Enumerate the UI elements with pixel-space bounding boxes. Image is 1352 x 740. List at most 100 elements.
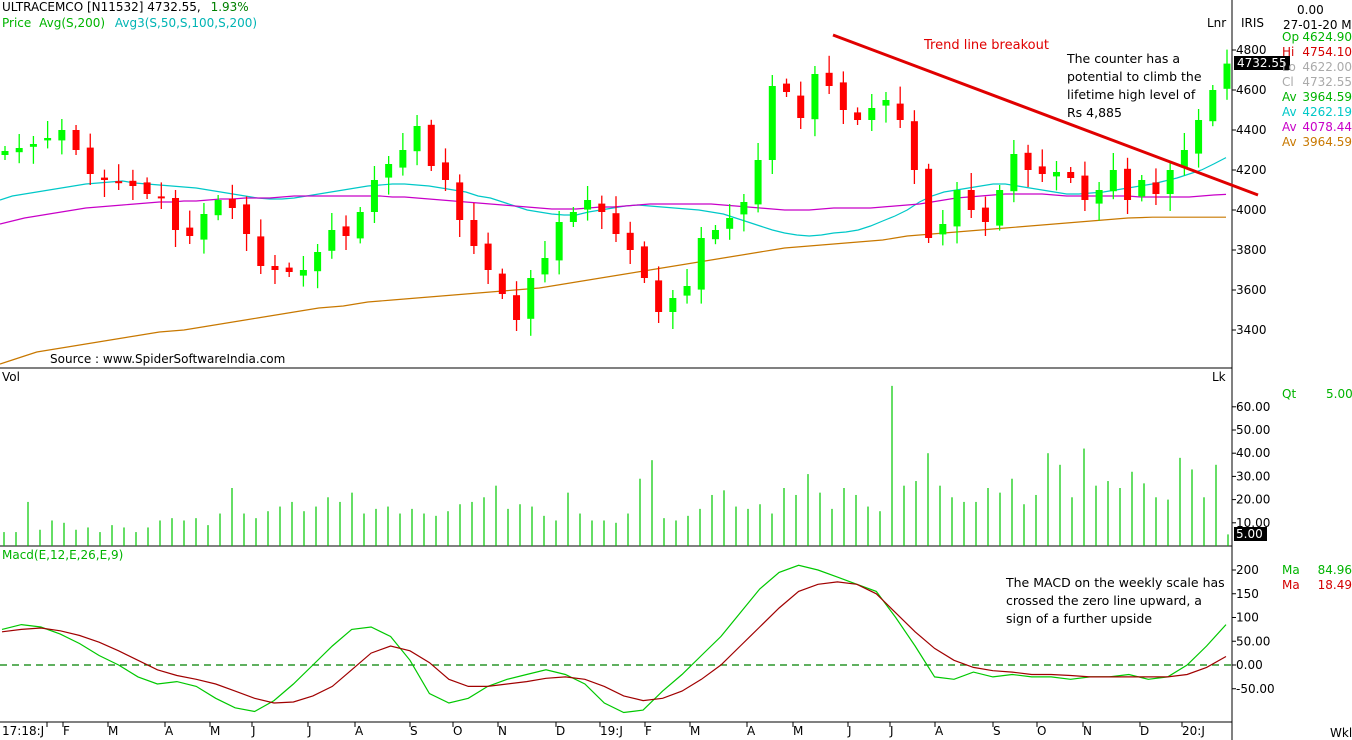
x-axis: 17:18:J F M A M J J A S O N D 19:J F M A M J J A S O N D 20:J xyxy=(2,722,1205,738)
candle-body xyxy=(697,238,705,290)
ohlc-value: 4622.00 xyxy=(1302,60,1352,74)
candle-body xyxy=(825,72,833,86)
price-tick-label: 4400 xyxy=(1236,123,1267,137)
price-tick-label: 3800 xyxy=(1236,243,1267,257)
x-tick-label: S xyxy=(993,724,1001,738)
macd-annotation: The MACD on the weekly scale has crossed … xyxy=(1006,574,1225,628)
candle-body xyxy=(797,95,805,118)
candle-body xyxy=(285,267,293,272)
macd-value-row: Ma 18.49 xyxy=(1282,578,1352,593)
candle-body xyxy=(413,126,421,152)
candle-body xyxy=(370,180,378,212)
candle-body xyxy=(783,83,791,92)
ohlc-row: Av 4078.44 xyxy=(1282,120,1352,135)
ohlc-value: 4732.55 xyxy=(1302,75,1352,89)
potential-annotation: The counter has a potential to climb the l… xyxy=(1067,50,1202,122)
candle-body xyxy=(669,298,677,312)
x-tick-label: J xyxy=(889,724,894,738)
macd-value-value: 18.49 xyxy=(1317,578,1352,592)
candle-body xyxy=(640,246,648,278)
x-tick-label: O xyxy=(453,724,462,738)
price-tag: 4732.55 xyxy=(1234,56,1290,70)
candle-body xyxy=(484,243,492,270)
price-tick-label: 4800 xyxy=(1236,43,1267,57)
candle-body xyxy=(1209,90,1217,122)
ohlc-row: Hi 4754.10 xyxy=(1282,45,1352,60)
x-tick-label: M xyxy=(108,724,118,738)
x-tick-label: M xyxy=(690,724,700,738)
sidebar-date: 27-01-20 Mo xyxy=(1283,18,1352,32)
candle-body xyxy=(939,224,947,235)
avg-label: Avg(S,200) xyxy=(39,16,106,30)
candle-body xyxy=(456,182,464,220)
ohlc-label: Cl xyxy=(1282,75,1294,89)
candle-body xyxy=(584,200,592,210)
candle-body xyxy=(896,103,904,120)
ma-line-0 xyxy=(0,157,1227,237)
candle-body xyxy=(527,278,535,319)
candle-body xyxy=(342,226,350,236)
x-tick-label: F xyxy=(645,724,652,738)
macd-tick-label: -50.00 xyxy=(1236,682,1275,696)
x-tick-label: D xyxy=(1140,724,1149,738)
macd-line-0 xyxy=(1,564,1227,714)
ohlc-label: Av xyxy=(1282,120,1297,134)
candle-body xyxy=(683,286,691,296)
candle-body xyxy=(100,177,108,180)
potential-annotation-line: potential to climb the xyxy=(1067,69,1202,84)
macd-axis: 200 150 100 50.00 0.00 -50.00 xyxy=(1232,563,1275,696)
candle-body xyxy=(598,203,606,212)
vol-unit-label: Lk xyxy=(1212,370,1226,384)
ma-line-2 xyxy=(0,216,1226,365)
vol-tick-label: 40.00 xyxy=(1236,446,1270,460)
macd-line-1 xyxy=(1,581,1227,704)
x-tick-label: A xyxy=(747,724,756,738)
vol-tick-label: 30.00 xyxy=(1236,469,1270,483)
candle-body xyxy=(385,164,393,178)
candle-body xyxy=(981,207,989,222)
trend-annotation: Trend line breakout xyxy=(924,38,1049,53)
candle-body xyxy=(1152,182,1160,194)
vol-panel-label: Vol xyxy=(2,370,20,384)
macd-lines xyxy=(1,564,1227,714)
macd-annotation-line: crossed the zero line upward, a xyxy=(1006,593,1202,608)
candle-body xyxy=(86,147,94,174)
candle-body xyxy=(513,295,521,320)
ohlc-panel: Op 4624.90 Hi 4754.10 Lo 4622.00 Cl 4732.55 Av 39… xyxy=(1282,30,1352,150)
sidebar-top-value: 0.00 xyxy=(1297,3,1324,17)
macd-value-value: 84.96 xyxy=(1317,563,1352,577)
candle-body xyxy=(612,213,620,234)
price-tick-label: 4000 xyxy=(1236,203,1267,217)
candle-body xyxy=(811,74,819,120)
candle-body xyxy=(882,100,890,106)
x-tick-label: N xyxy=(498,724,507,738)
candle-body xyxy=(58,130,66,141)
macd-tick-label: 150 xyxy=(1236,587,1259,601)
candle-body xyxy=(754,160,762,205)
candle-body xyxy=(1166,170,1174,194)
x-tick-label: N xyxy=(1083,724,1092,738)
candle-body xyxy=(1010,154,1018,192)
candle-body xyxy=(953,190,961,227)
price-tick-label: 3400 xyxy=(1236,323,1267,337)
ohlc-value: 3964.59 xyxy=(1302,90,1352,104)
price-tick-label: 3600 xyxy=(1236,283,1267,297)
candle-body xyxy=(214,200,222,216)
ohlc-value: 4624.90 xyxy=(1302,30,1352,44)
candle-body xyxy=(299,270,307,276)
panel-frames xyxy=(0,0,1233,740)
potential-annotation-line: The counter has a xyxy=(1067,51,1181,66)
ohlc-label: Lo xyxy=(1282,60,1296,74)
candle-body xyxy=(626,232,634,250)
candle-body xyxy=(996,190,1004,226)
candle-body xyxy=(29,144,37,147)
candle-body xyxy=(541,258,549,275)
ohlc-value: 3964.59 xyxy=(1302,135,1352,149)
ohlc-row: Av 3964.59 xyxy=(1282,135,1352,150)
candle-body xyxy=(1180,150,1188,168)
macd-tick-label: 50.00 xyxy=(1236,634,1270,648)
candle-body xyxy=(839,82,847,110)
x-tick-label: J xyxy=(847,724,852,738)
trend-line xyxy=(832,33,1259,197)
